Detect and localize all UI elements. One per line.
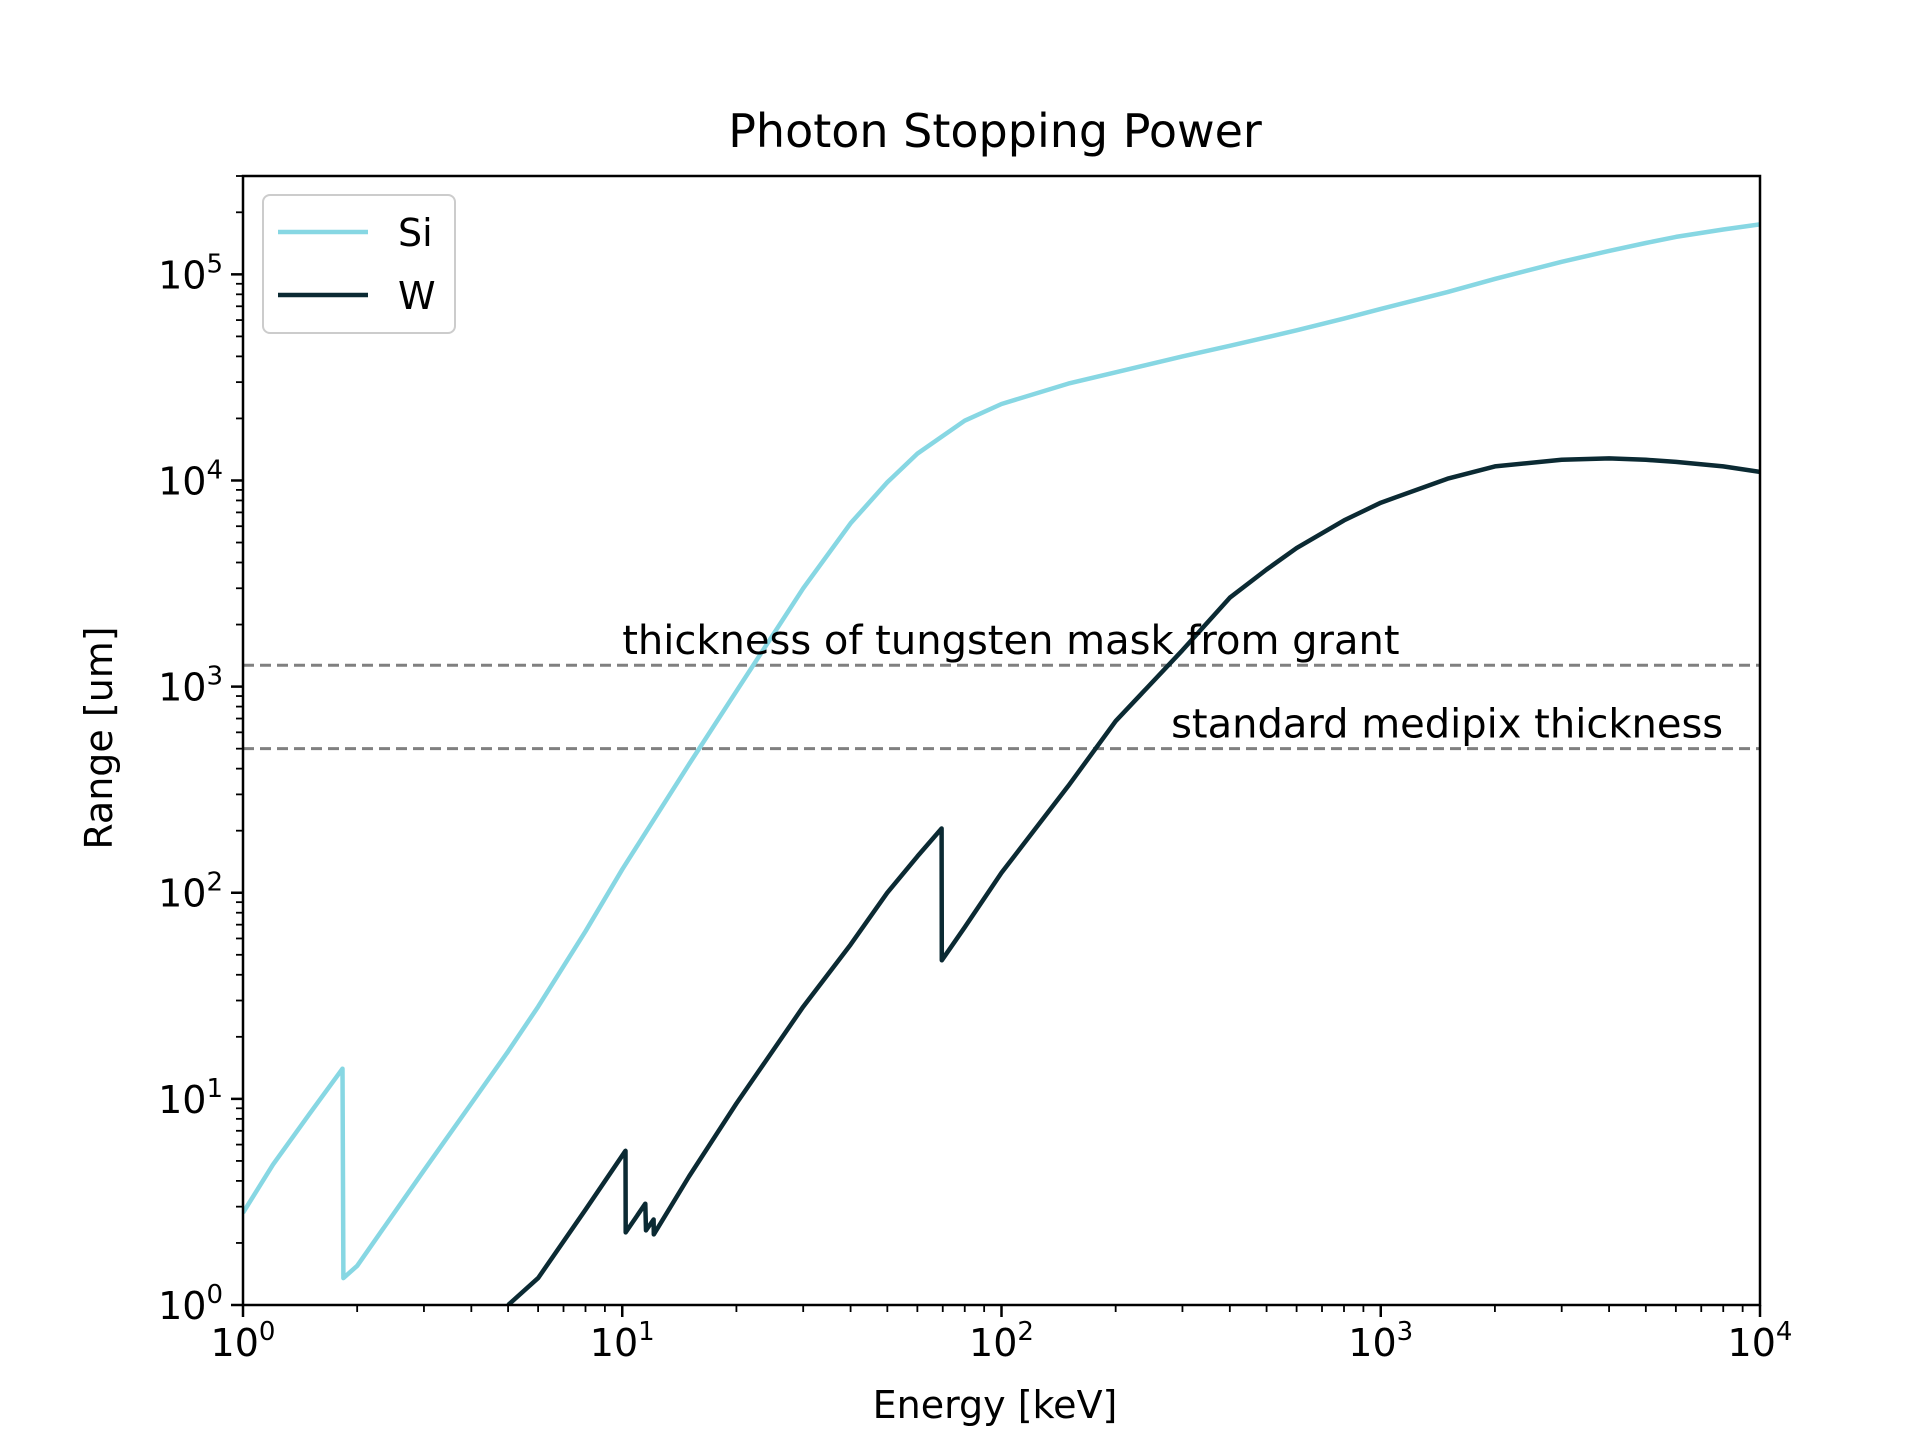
- legend-label-si: Si: [398, 211, 433, 255]
- x-axis-label: Energy [keV]: [873, 1383, 1118, 1427]
- series-line-w: [506, 456, 1760, 1305]
- axis-ticks: 100 101 102 103 104 100 101 102 103 104 105: [158, 175, 1793, 1365]
- x-tick-label: 104: [1728, 1317, 1793, 1365]
- legend-label-w: W: [398, 274, 436, 318]
- x-tick-label: 100: [211, 1317, 276, 1365]
- y-axis-label: Range [um]: [77, 626, 121, 849]
- reference-line-label-1: thickness of tungsten mask from grant: [622, 618, 1399, 664]
- y-tick-label: 100: [158, 1280, 223, 1328]
- series-line-si: [243, 222, 1760, 1281]
- x-tick-label: 102: [969, 1317, 1034, 1365]
- y-tick-label: 101: [158, 1074, 223, 1122]
- reference-line-label-2: standard medipix thickness: [1171, 702, 1723, 748]
- plot-area: [243, 222, 1760, 1305]
- legend: Si W: [262, 194, 456, 334]
- chart-title: Photon Stopping Power: [728, 104, 1262, 158]
- plot-frame: [241, 174, 1762, 1307]
- y-tick-label: 105: [158, 249, 223, 297]
- y-tick-label: 102: [158, 868, 223, 916]
- legend-box: [262, 194, 456, 334]
- x-tick-label: 103: [1348, 1317, 1413, 1365]
- x-tick-label: 101: [590, 1317, 655, 1365]
- y-tick-label: 103: [158, 662, 223, 710]
- y-tick-label: 104: [158, 455, 223, 503]
